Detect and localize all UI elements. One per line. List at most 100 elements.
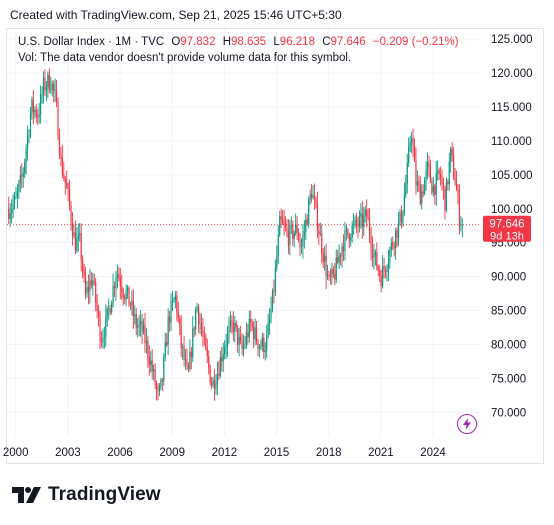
candle-body: [142, 324, 145, 332]
candle-body: [444, 188, 446, 211]
candle-body: [140, 321, 142, 325]
candle-body: [132, 300, 134, 317]
bolt-icon[interactable]: [457, 414, 477, 434]
candle-body: [384, 269, 387, 272]
candle-body: [305, 219, 307, 232]
candle-body: [109, 308, 111, 313]
candle-body: [347, 229, 349, 236]
candle-body: [329, 275, 332, 278]
candle-body: [160, 379, 162, 387]
candle-body: [287, 230, 290, 246]
candle-body: [177, 312, 179, 319]
candle-body: [141, 321, 143, 332]
candle-body: [96, 302, 98, 311]
candle-body: [224, 347, 226, 355]
candle-body: [51, 83, 53, 90]
candle-body: [339, 255, 342, 257]
candle-body: [250, 318, 252, 323]
candle-body: [67, 186, 69, 190]
candle-body: [421, 191, 423, 204]
candle-body: [331, 269, 333, 278]
candle-body: [83, 271, 85, 278]
candle-body: [113, 285, 116, 288]
tradingview-logo-icon: [12, 487, 41, 503]
candle-body: [402, 212, 404, 224]
candle-body: [90, 280, 92, 286]
candle-body: [225, 345, 227, 348]
candle-body: [428, 161, 430, 166]
candle-body: [251, 322, 253, 327]
candle-body: [415, 159, 417, 186]
x-tick-label: 2000: [3, 447, 29, 459]
candle-body: [240, 336, 242, 341]
candle-body: [461, 224, 463, 226]
candle-body: [63, 173, 65, 178]
candle-body: [54, 90, 56, 91]
candle-body: [128, 288, 130, 305]
candle-body: [229, 320, 232, 328]
y-tick-label: 120.000: [491, 68, 533, 80]
candle-body: [393, 246, 395, 248]
candle-body: [145, 340, 148, 344]
candle-body: [221, 357, 223, 362]
candle-body: [350, 237, 352, 241]
candle-body: [302, 235, 304, 247]
candle-body: [55, 90, 58, 103]
candle-body: [119, 278, 121, 287]
candle-body: [89, 280, 91, 292]
candle-body: [438, 170, 440, 175]
candle-body: [403, 194, 405, 213]
candle-body: [18, 183, 20, 192]
candle-body: [209, 367, 211, 383]
candle-body: [202, 330, 204, 337]
y-tick-label: 125.000: [491, 34, 533, 46]
change-value: −0.209 (−0.21%): [372, 36, 459, 48]
candle-body: [241, 340, 243, 350]
y-tick-label: 90.000: [491, 272, 526, 284]
candle-body: [212, 380, 214, 386]
candle-body: [200, 323, 203, 331]
candle-body: [247, 332, 249, 338]
candle-body: [370, 234, 372, 249]
candle-body: [215, 384, 217, 390]
symbol-title[interactable]: U.S. Dollar Index · 1M · TVC: [18, 36, 165, 48]
candle-body: [76, 238, 78, 251]
candle-body: [216, 373, 219, 385]
candle-body: [425, 169, 427, 180]
candle-body: [125, 292, 127, 300]
candle-body: [351, 225, 353, 238]
x-tick-label: 2009: [159, 447, 185, 459]
candle-body: [358, 216, 361, 227]
candle-body: [60, 154, 62, 157]
candle-body: [183, 346, 185, 360]
candle-body: [47, 74, 49, 88]
candle-body: [392, 242, 394, 247]
candle-body: [328, 274, 330, 276]
candle-body: [44, 77, 46, 91]
candle-body: [13, 196, 16, 204]
candle-body: [50, 89, 52, 91]
candle-body: [97, 310, 100, 317]
candle-body: [161, 379, 163, 382]
price-tag-box: [483, 215, 531, 242]
candle-body: [170, 301, 172, 323]
candle-body: [102, 337, 104, 343]
candle-body: [306, 219, 308, 224]
candle-body: [211, 382, 213, 386]
candle-body: [226, 333, 229, 346]
candle-body: [28, 134, 30, 136]
candle-body: [277, 234, 279, 256]
y-tick-label: 110.000: [491, 136, 532, 148]
candle-body: [258, 346, 261, 349]
tradingview-logo[interactable]: TradingView: [12, 484, 161, 506]
candle-body: [253, 326, 255, 340]
candle-body: [150, 360, 152, 365]
candle-body: [406, 163, 408, 184]
candle-body: [360, 213, 362, 217]
candle-body: [266, 335, 268, 351]
close-label: C: [322, 36, 331, 48]
candle-body: [276, 255, 278, 268]
candle-body: [147, 340, 149, 358]
candle-body: [429, 165, 432, 181]
